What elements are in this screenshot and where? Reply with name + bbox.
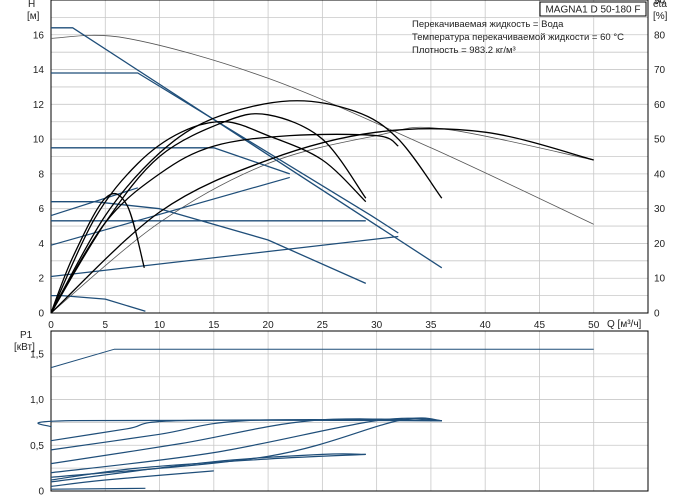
lower-plot-curves [37, 348, 594, 490]
y-tick-label-eta: 0 [654, 309, 660, 320]
upper-plot-curves [50, 27, 594, 314]
x-tick-label: 5 [102, 320, 108, 331]
efficiency-curve [50, 128, 594, 314]
y-tick-label-h: 2 [38, 274, 44, 285]
y-tick-label-p1: 1,5 [30, 349, 44, 360]
y-axis-label-p1: P1 [20, 330, 33, 341]
x-tick-label: 10 [154, 320, 166, 331]
y-tick-label-eta: 90 [654, 0, 666, 7]
model-title: MAGNA1 D 50-180 F [545, 5, 640, 16]
x-axis-label: Q [м³/ч] [607, 319, 642, 330]
y-tick-label-eta: 70 [654, 65, 666, 76]
x-tick-label: 20 [263, 320, 275, 331]
y-tick-label-h: 16 [33, 30, 45, 41]
upper-plot-frame [50, 0, 649, 314]
head-curve [51, 201, 367, 284]
head-curve [51, 294, 146, 312]
power-curve [50, 487, 146, 490]
y-tick-label-eta: 80 [654, 30, 666, 41]
y-tick-label-h: 6 [38, 204, 44, 215]
x-tick-label: 45 [534, 320, 546, 331]
efficiency-curve [50, 100, 443, 314]
y-tick-label-eta: 10 [654, 274, 666, 285]
model-title-box [539, 1, 647, 17]
power-curve [50, 470, 214, 487]
x-tick-label: 15 [208, 320, 220, 331]
y-tick-label-h: 12 [33, 100, 45, 111]
info-line-liquid: Перекачиваемая жидкость = Вода [412, 19, 564, 30]
info-line-density: Плотность = 983.2 кг/м³ [412, 45, 516, 56]
x-tick-label: 0 [48, 320, 54, 331]
y-tick-label-eta: 50 [654, 135, 666, 146]
x-tick-label: 30 [371, 320, 383, 331]
efficiency-curve [50, 192, 145, 314]
power-curve [50, 453, 366, 483]
x-tick-label: 35 [425, 320, 437, 331]
y-tick-label-p1: 0 [38, 487, 44, 498]
y-axis-unit-eta: [%] [653, 11, 668, 22]
power-curve [50, 418, 442, 451]
power-max-curve [50, 348, 115, 369]
y-tick-label-p1: 0,5 [30, 441, 44, 452]
y-tick-label-eta: 30 [654, 204, 666, 215]
y-axis-unit-h: [м] [27, 11, 40, 22]
y-tick-label-h: 4 [38, 239, 44, 250]
y-tick-label-h: 10 [33, 135, 45, 146]
y-tick-label-h: 8 [38, 169, 44, 180]
head-curve [51, 27, 443, 269]
power-curve [50, 417, 442, 478]
y-tick-label-h: 14 [33, 65, 45, 76]
efficiency-curve [50, 121, 367, 314]
efficiency-thin-curve [50, 126, 594, 314]
y-axis-label-h: H [28, 0, 35, 10]
efficiency-curve [50, 133, 399, 314]
y-axis-unit-p1: [кВт] [14, 342, 35, 353]
y-tick-label-eta: 40 [654, 169, 666, 180]
y-tick-label-p1: 1,0 [30, 395, 44, 406]
x-tick-label: 40 [480, 320, 492, 331]
head-curve [51, 147, 291, 175]
y-axis-label-eta: eta [653, 0, 667, 10]
system-curve [50, 235, 399, 278]
y-tick-label-h: 0 [38, 309, 44, 320]
system-curve [50, 176, 290, 246]
power-curve [50, 453, 366, 481]
lower-plot-frame [50, 330, 649, 492]
max-head-thin-curve [50, 34, 594, 225]
lower-plot-grid [50, 330, 649, 492]
y-tick-label-eta: 20 [654, 239, 666, 250]
system-curve [50, 187, 138, 217]
axis-ticks: 0 5 10 15 20 25 30 35 40 45 50 0 2 4 6 8 10 12 14 16 0 10 20 30… [30, 0, 665, 498]
head-curve [51, 72, 399, 234]
info-line-temperature: Температура перекачиваемой жидкости = 60… [412, 32, 624, 43]
x-tick-label: 25 [317, 320, 329, 331]
y-tick-label-eta: 60 [654, 100, 666, 111]
x-tick-label: 50 [588, 320, 600, 331]
